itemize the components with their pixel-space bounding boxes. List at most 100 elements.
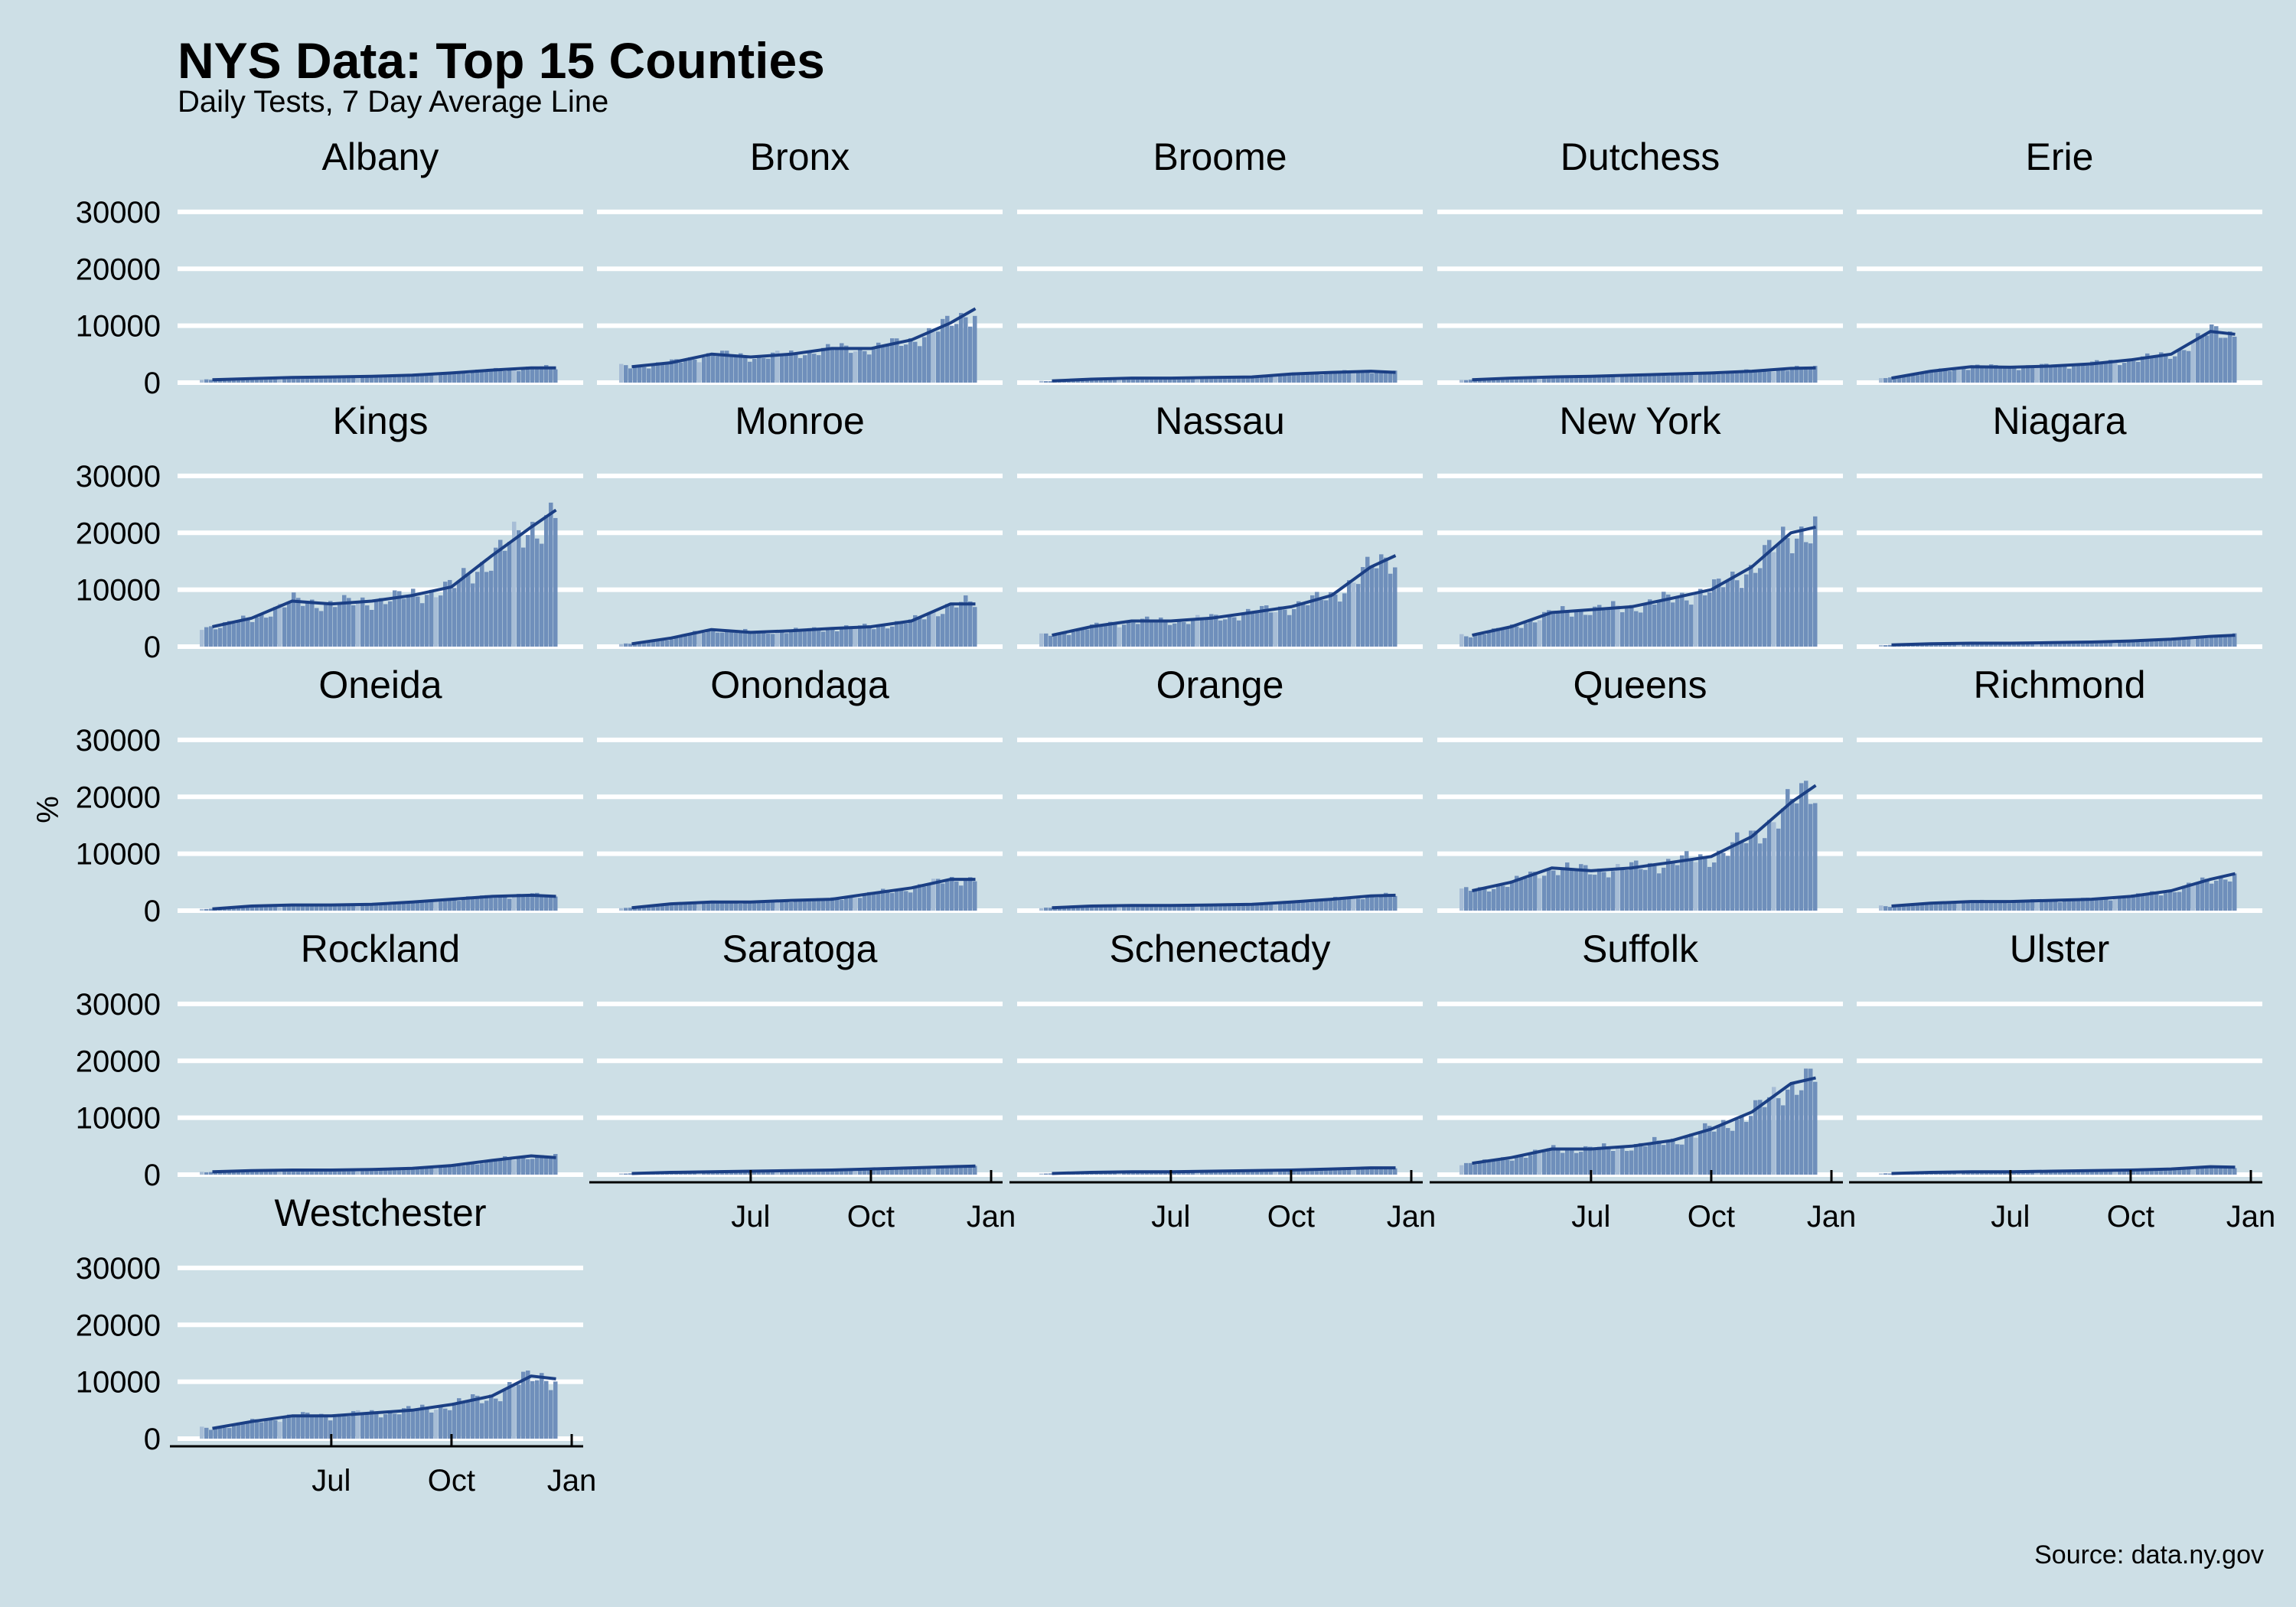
bar xyxy=(351,905,356,911)
bar xyxy=(1375,371,1379,383)
y-tick-label: 0 xyxy=(144,1423,161,1456)
bar xyxy=(269,905,273,911)
bar xyxy=(356,601,360,647)
bar xyxy=(2150,891,2154,911)
bar xyxy=(2095,641,2099,647)
bar xyxy=(232,1424,236,1439)
bar xyxy=(448,579,452,647)
bar xyxy=(530,893,535,911)
bar xyxy=(1717,850,1721,911)
bar xyxy=(863,894,867,911)
bar xyxy=(1058,907,1062,911)
bar xyxy=(1113,905,1117,911)
bar xyxy=(2035,643,2040,647)
bar xyxy=(1911,375,1916,383)
y-tick-label: 30000 xyxy=(76,988,161,1022)
bar xyxy=(1459,380,1464,383)
avg-line-monroe xyxy=(631,602,976,646)
bar xyxy=(711,628,716,647)
bar xyxy=(383,903,388,911)
bar xyxy=(872,1169,876,1175)
bar xyxy=(702,903,706,911)
bar xyxy=(619,908,624,911)
bar xyxy=(890,1168,895,1175)
bar xyxy=(1274,903,1278,911)
bar xyxy=(1799,783,1804,911)
bar xyxy=(1228,904,1232,911)
bar xyxy=(1712,579,1717,647)
bar xyxy=(484,1159,489,1175)
bar xyxy=(656,905,660,911)
bar xyxy=(250,621,255,647)
bar xyxy=(356,1410,360,1439)
bar xyxy=(771,634,775,647)
bar xyxy=(784,633,789,647)
bar xyxy=(218,627,223,647)
bar xyxy=(370,904,374,911)
y-tick-label: 0 xyxy=(144,1159,161,1192)
bar xyxy=(803,631,807,647)
bar xyxy=(1384,373,1388,383)
bar xyxy=(1671,375,1675,383)
bar xyxy=(1195,614,1200,647)
bar xyxy=(292,905,296,911)
bar xyxy=(2177,892,2182,911)
avg-line-broome xyxy=(1052,370,1396,383)
bar xyxy=(830,1170,835,1175)
bar xyxy=(1730,842,1735,911)
bar xyxy=(2177,1169,2182,1175)
bar xyxy=(1652,375,1657,383)
avg-line-erie xyxy=(1891,330,2236,380)
bar xyxy=(402,598,406,647)
bar xyxy=(922,1167,927,1175)
bar xyxy=(2196,1169,2200,1175)
bar xyxy=(1163,378,1168,383)
bar xyxy=(347,1416,351,1439)
bar xyxy=(1278,374,1283,383)
bar xyxy=(1191,1171,1195,1175)
bar xyxy=(1698,373,1703,383)
bar xyxy=(904,623,908,647)
bar xyxy=(484,370,489,383)
bar xyxy=(1925,370,1929,383)
bar xyxy=(1925,903,1929,911)
bar xyxy=(1473,1164,1478,1175)
bar xyxy=(1246,904,1251,911)
bar xyxy=(549,1156,553,1175)
bar xyxy=(2086,642,2090,647)
bar xyxy=(406,903,411,911)
bar xyxy=(1191,906,1195,911)
bar xyxy=(624,365,628,383)
bar xyxy=(236,1171,241,1175)
bar xyxy=(301,1412,305,1439)
bar xyxy=(798,899,803,911)
bar xyxy=(452,588,457,647)
bar xyxy=(1232,903,1237,911)
facet-nassau: Nassau xyxy=(1017,399,1423,649)
bar xyxy=(1707,1126,1712,1175)
bar xyxy=(1712,372,1717,383)
bar xyxy=(406,1406,411,1439)
bar xyxy=(702,632,706,647)
bar xyxy=(292,1170,296,1175)
bar xyxy=(2026,1172,2030,1175)
bar xyxy=(1680,592,1684,647)
bar xyxy=(739,903,743,911)
bar xyxy=(1561,376,1565,383)
bar xyxy=(2122,1169,2127,1175)
bar xyxy=(1510,880,1515,911)
bar xyxy=(2104,642,2108,647)
bar xyxy=(2081,365,2086,383)
bar xyxy=(393,1169,397,1175)
bar xyxy=(2159,895,2164,911)
bar xyxy=(1939,644,1943,647)
bar xyxy=(1365,896,1370,911)
bar xyxy=(1680,1144,1684,1175)
bar xyxy=(2136,361,2141,383)
bar xyxy=(1570,868,1574,911)
bar xyxy=(1966,643,1971,647)
bar xyxy=(2131,640,2136,647)
bar xyxy=(950,602,954,647)
bar xyxy=(2196,333,2200,383)
bar xyxy=(1666,859,1671,911)
